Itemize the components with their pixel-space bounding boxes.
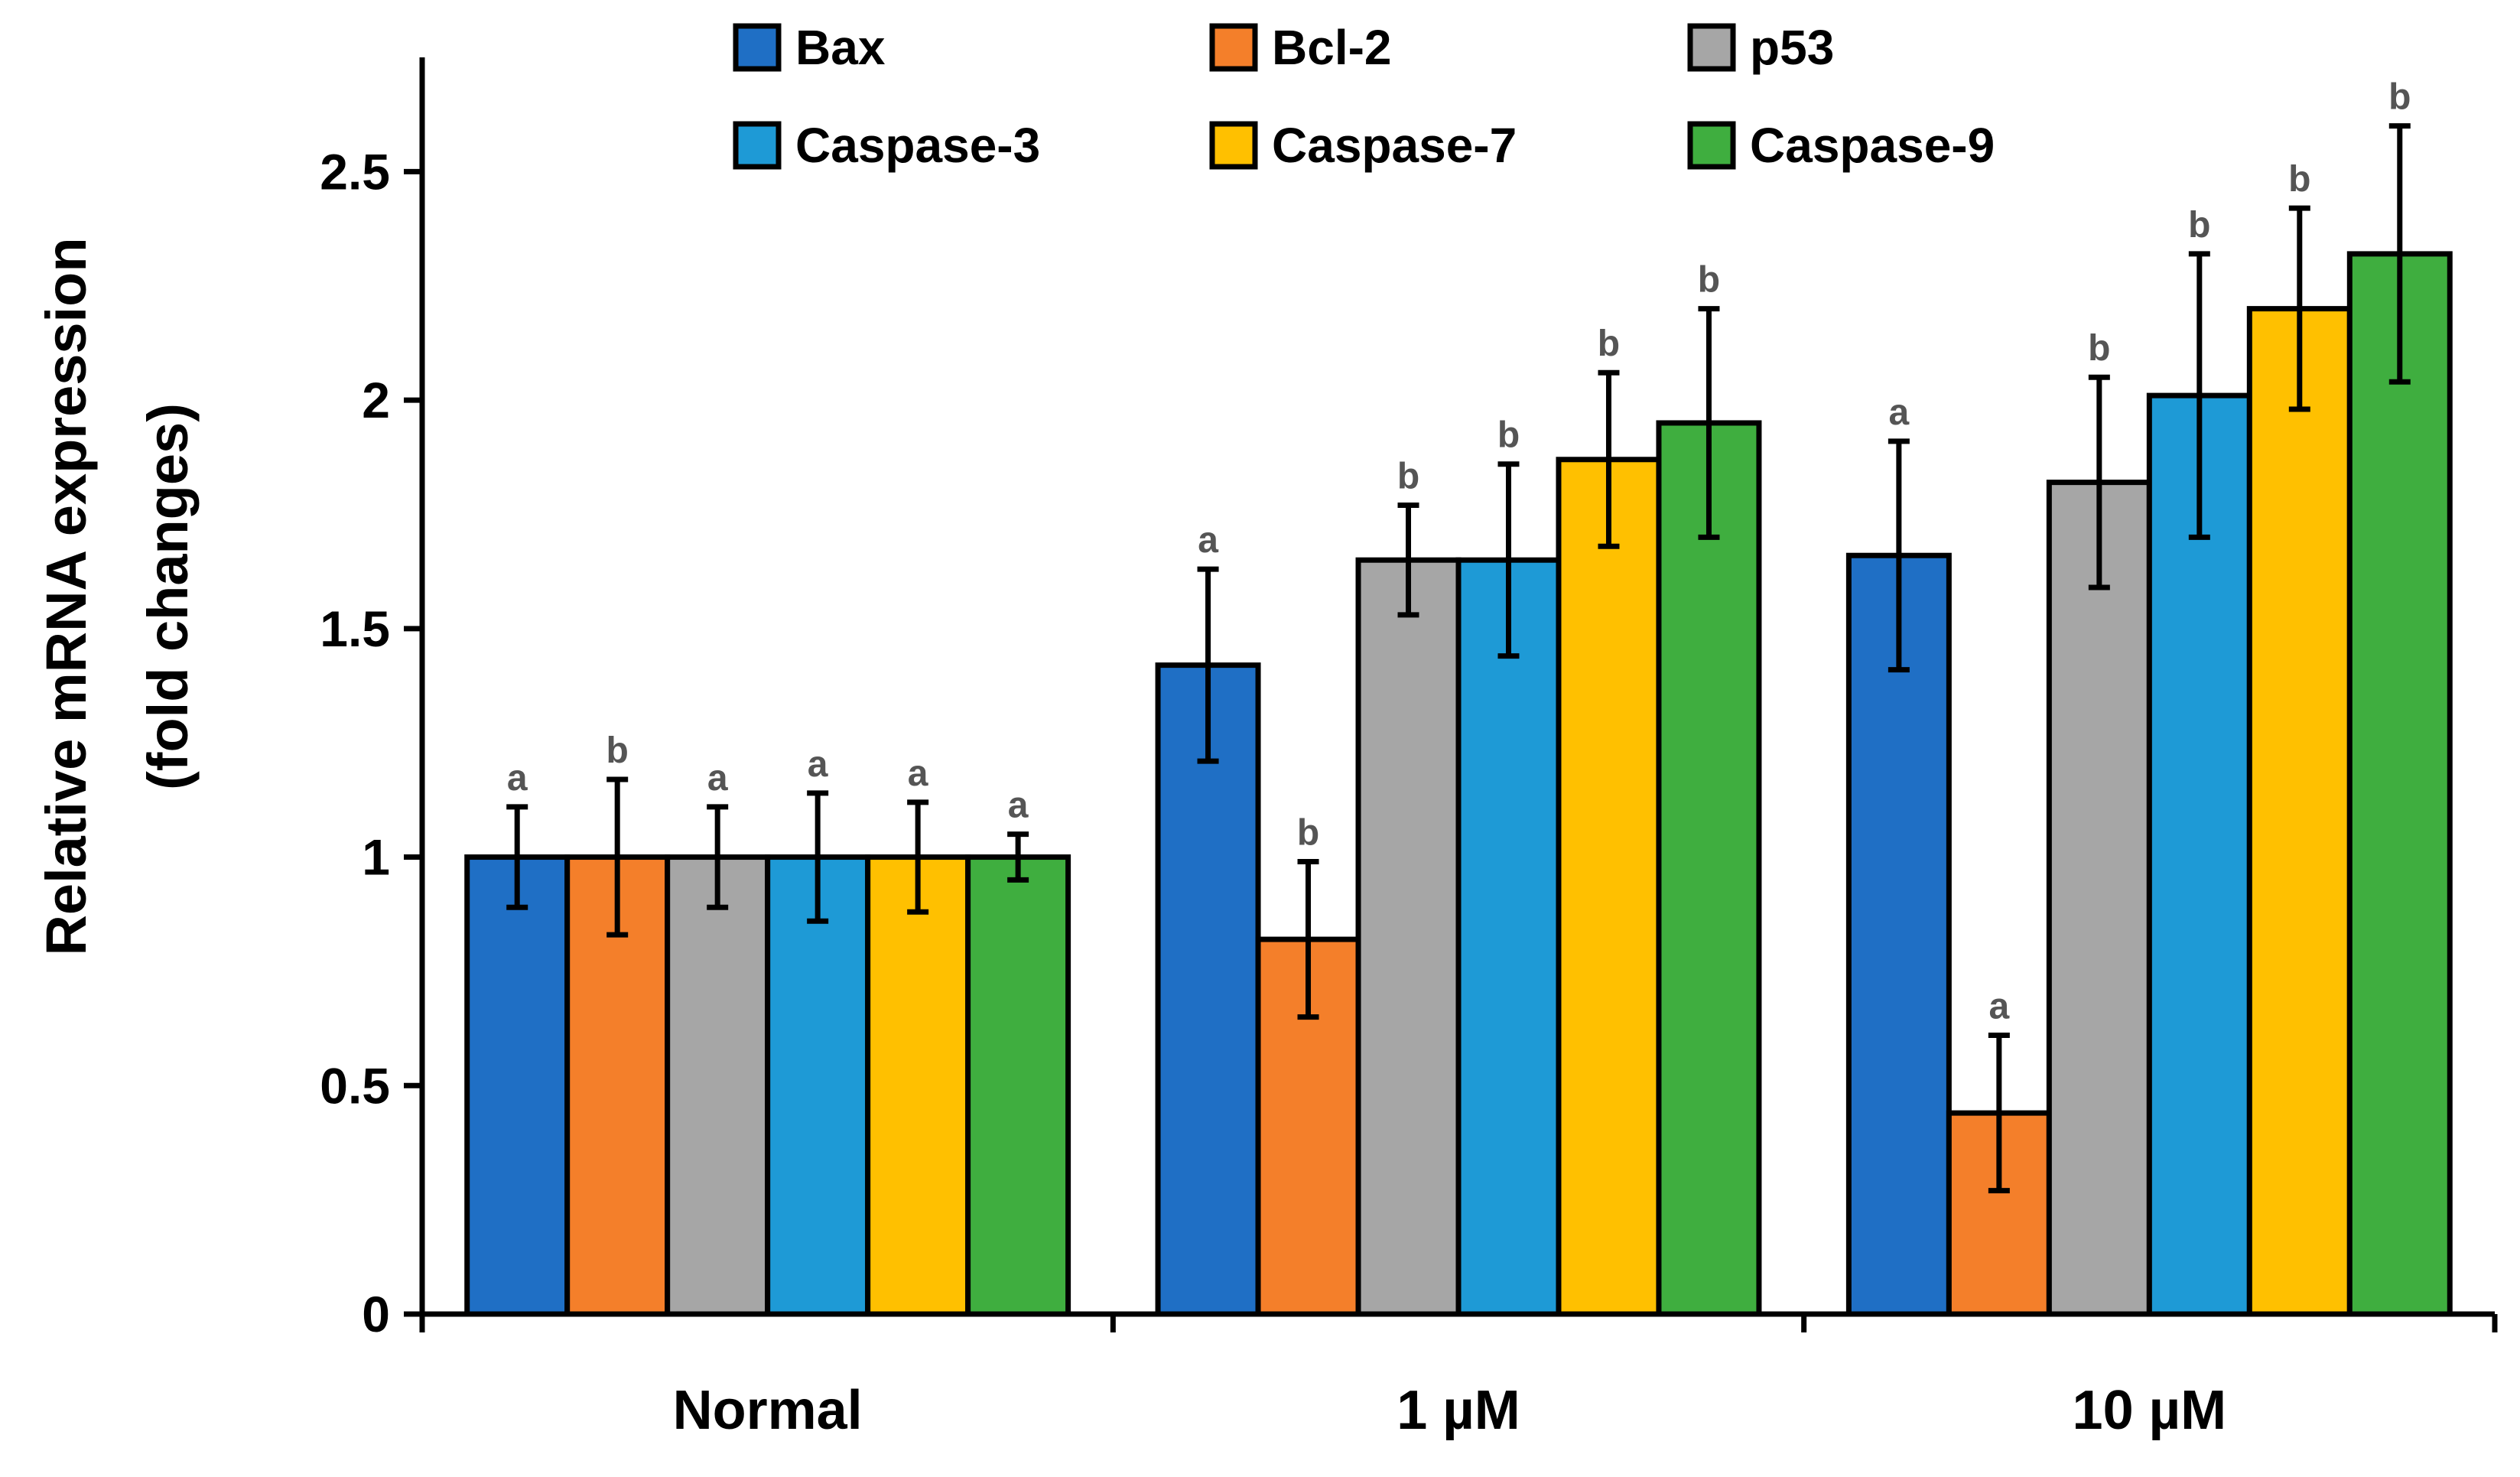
legend-swatch: [733, 121, 782, 170]
bar-caspase-7: [1556, 457, 1662, 1317]
legend-label: Bcl-2: [1272, 20, 1392, 75]
y-axis-title-line-1: Relative mRNA expression: [34, 237, 98, 955]
legend-swatch: [1209, 23, 1258, 72]
bar-caspase-3: [1455, 557, 1562, 1317]
bar-p53: [665, 854, 771, 1317]
bar-caspase-9: [1656, 420, 1762, 1317]
significance-label: b: [1497, 415, 1520, 456]
legend-label: Caspase-7: [1272, 118, 1517, 173]
y-tick-label: 0.5: [320, 1057, 390, 1114]
legend-label: Caspase-3: [795, 118, 1040, 173]
significance-label: a: [1889, 392, 1910, 433]
significance-label: a: [1008, 786, 1029, 826]
y-axis-title-line-2: (fold changes): [136, 403, 200, 790]
bar-p53: [1355, 557, 1462, 1317]
significance-label: b: [1397, 457, 1419, 497]
bar-caspase-3: [765, 854, 871, 1317]
y-tick-label: 1: [362, 829, 390, 886]
significance-label: b: [1598, 324, 1620, 364]
bar-caspase-3: [2146, 392, 2252, 1317]
bar-caspase-9: [2346, 251, 2453, 1317]
bar-caspase-9: [965, 854, 1071, 1317]
bar-caspase-7: [2246, 306, 2353, 1317]
significance-label: b: [606, 730, 629, 771]
y-tick-label: 2: [362, 372, 390, 428]
x-category-label: 1 µM: [1397, 1380, 1520, 1441]
significance-label: b: [2088, 328, 2110, 369]
y-tick-label: 1.5: [320, 600, 390, 657]
significance-label: b: [2388, 77, 2411, 118]
legend-swatch: [1209, 121, 1258, 170]
y-axis-title: Relative mRNA expression (fold changes): [34, 237, 200, 955]
bar-caspase-7: [865, 854, 971, 1317]
significance-label: b: [2188, 205, 2210, 246]
significance-label: a: [507, 758, 528, 799]
legend-swatch: [1687, 23, 1736, 72]
legend-swatch: [1687, 121, 1736, 170]
significance-label: a: [1989, 987, 2010, 1027]
bar-bax: [464, 854, 571, 1317]
legend-label: p53: [1750, 20, 1834, 75]
significance-label: a: [908, 753, 928, 794]
significance-label: a: [808, 744, 828, 785]
significance-label: a: [1198, 520, 1218, 561]
legend-swatch: [733, 23, 782, 72]
y-tick-label: 2.5: [320, 143, 390, 200]
legend-label: Bax: [795, 20, 886, 75]
legend-label: Caspase-9: [1750, 118, 1995, 173]
legend: Bax Bcl-2 p53 Caspase-3 Caspase-7 Caspase-9: [733, 20, 1995, 173]
significance-label: b: [1297, 813, 1319, 854]
x-category-label: 10 µM: [2073, 1380, 2227, 1441]
y-tick-label: 0: [362, 1286, 390, 1342]
significance-label: a: [707, 758, 728, 799]
significance-label: b: [2288, 159, 2310, 200]
plot-area: 0 0.5 1 1.5 2 2.5 Normal a b a a a a 1 µM a b b b b b 10 µM a…: [320, 57, 2498, 1441]
bar-p53: [2046, 480, 2152, 1317]
significance-label: b: [1698, 260, 1720, 301]
x-category-label: Normal: [673, 1380, 863, 1441]
